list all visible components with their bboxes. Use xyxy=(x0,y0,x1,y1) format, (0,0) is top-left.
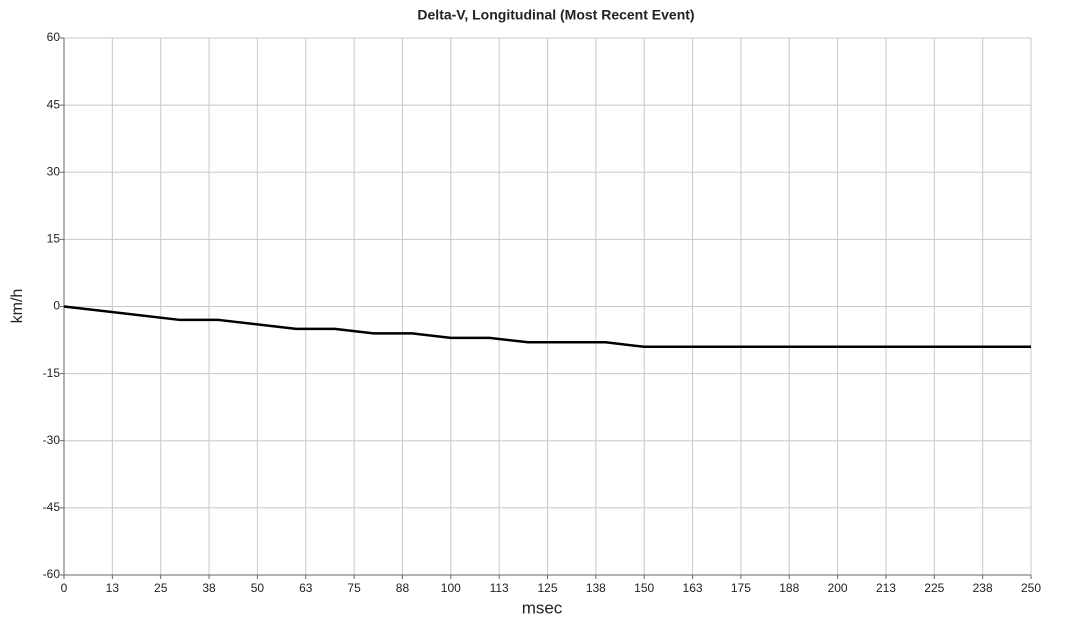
x-tick-label: 75 xyxy=(347,581,361,595)
x-tick-label: 38 xyxy=(202,581,216,595)
x-tick-label: 225 xyxy=(924,581,944,595)
data-line xyxy=(63,305,1031,349)
x-tick-label: 0 xyxy=(61,581,68,595)
x-tick-label: 63 xyxy=(299,581,313,595)
x-tick-label: 213 xyxy=(876,581,896,595)
x-tick-label: 188 xyxy=(779,581,799,595)
x-tick-label: 150 xyxy=(634,581,654,595)
x-tick-label: 200 xyxy=(828,581,848,595)
x-tick-label: 88 xyxy=(396,581,410,595)
x-tick-label: 113 xyxy=(490,581,509,595)
y-tick-label: -60 xyxy=(43,567,61,581)
x-tick-label: 13 xyxy=(106,581,120,595)
y-tick-label: 45 xyxy=(47,97,61,111)
y-tick-label: 15 xyxy=(47,232,61,246)
x-tick-label: 175 xyxy=(731,581,751,595)
x-tick-label: 163 xyxy=(683,581,703,595)
x-tick-label: 25 xyxy=(154,581,168,595)
x-tick-label: 50 xyxy=(251,581,265,595)
y-axis-label: km/h xyxy=(9,289,26,324)
chart-title: Delta-V, Longitudinal (Most Recent Event… xyxy=(417,7,694,23)
y-tick-label: -45 xyxy=(43,500,61,514)
x-tick-label: 125 xyxy=(537,581,557,595)
x-tick-label: 138 xyxy=(586,581,606,595)
x-tick-label: 100 xyxy=(441,581,461,595)
y-tick-label: 0 xyxy=(53,299,60,313)
x-tick-label: 250 xyxy=(1021,581,1041,595)
y-tick-label: -30 xyxy=(43,433,61,447)
y-tick-label: 60 xyxy=(47,30,61,44)
y-tick-label: -15 xyxy=(43,366,61,380)
y-tick-label: 30 xyxy=(47,164,61,178)
x-tick-label: 238 xyxy=(973,581,993,595)
x-axis-label: msec xyxy=(522,598,563,617)
